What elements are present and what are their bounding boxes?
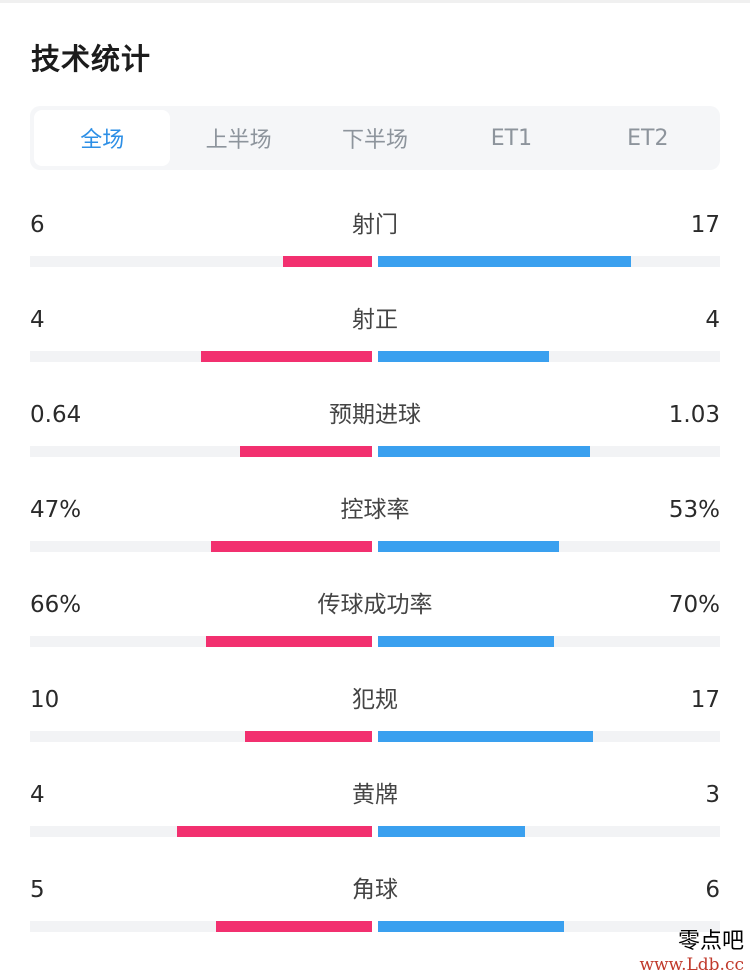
away-value: 70%	[668, 592, 720, 618]
stat-row: 10 犯规 17	[30, 675, 720, 770]
home-value: 10	[30, 687, 60, 713]
away-bar	[378, 921, 565, 932]
stat-row: 47% 控球率 53%	[30, 485, 720, 580]
stat-label: 射正	[352, 307, 398, 333]
away-bar-track	[378, 636, 720, 647]
away-bar-track	[378, 256, 720, 267]
home-value: 66%	[30, 592, 82, 618]
period-tabs: 全场 上半场 下半场 ET1 ET2	[30, 106, 720, 170]
watermark-url: www.Ldb.cc	[639, 955, 744, 975]
stats-list: 6 射门 17 4 射正 4 0.64 预期进球 1.03 47% 控球率 53% 66% 传球成功率 70…	[30, 200, 720, 960]
stat-row: 4 射正 4	[30, 295, 720, 390]
stat-label: 黄牌	[352, 782, 398, 808]
away-value: 1.03	[668, 402, 720, 428]
home-bar	[201, 351, 372, 362]
stat-row: 0.64 预期进球 1.03	[30, 390, 720, 485]
watermark: 零点吧 www.Ldb.cc	[639, 929, 744, 975]
away-value: 53%	[668, 497, 720, 523]
tab-et1[interactable]: ET1	[490, 125, 533, 151]
stat-row: 5 角球 6	[30, 865, 720, 960]
away-bar	[378, 446, 591, 457]
home-bar	[240, 446, 372, 457]
stat-label: 预期进球	[329, 402, 421, 428]
away-value: 17	[690, 212, 720, 238]
home-bar	[245, 731, 372, 742]
stat-row: 4 黄牌 3	[30, 770, 720, 865]
stat-label: 犯规	[352, 687, 398, 713]
stat-row: 66% 传球成功率 70%	[30, 580, 720, 675]
stat-label: 射门	[352, 212, 398, 238]
away-value: 4	[705, 307, 720, 333]
away-bar	[378, 826, 526, 837]
away-bar-track	[378, 351, 720, 362]
home-bar	[211, 541, 372, 552]
watermark-name: 零点吧	[677, 929, 744, 954]
home-value: 5	[30, 877, 45, 903]
home-bar-track	[30, 351, 372, 362]
tab-et2[interactable]: ET2	[627, 125, 669, 151]
home-value: 4	[30, 782, 45, 808]
stat-label: 角球	[352, 877, 398, 903]
home-bar-track	[30, 921, 372, 932]
stat-label: 控球率	[340, 497, 410, 523]
away-bar-track	[378, 731, 720, 742]
home-bar-track	[30, 256, 372, 267]
stat-label: 传球成功率	[317, 592, 433, 618]
away-value: 6	[705, 877, 720, 903]
home-value: 4	[30, 307, 45, 333]
home-bar-track	[30, 541, 372, 552]
home-bar	[177, 826, 372, 837]
home-bar	[283, 256, 372, 267]
home-bar-track	[30, 446, 372, 457]
away-bar	[378, 351, 549, 362]
away-value: 3	[705, 782, 720, 808]
away-bar-track	[378, 921, 720, 932]
away-bar	[378, 256, 632, 267]
away-bar-track	[378, 446, 720, 457]
home-bar-track	[30, 826, 372, 837]
tab-full-match[interactable]: 全场	[34, 110, 171, 166]
home-value: 0.64	[30, 402, 82, 428]
away-bar-track	[378, 541, 720, 552]
home-bar-track	[30, 731, 372, 742]
away-bar	[378, 541, 560, 552]
away-bar	[378, 636, 555, 647]
home-bar-track	[30, 636, 372, 647]
page-title: 技术统计	[31, 42, 152, 76]
top-divider	[0, 0, 750, 3]
home-bar	[216, 921, 372, 932]
stat-row: 6 射门 17	[30, 200, 720, 295]
away-bar-track	[378, 826, 720, 837]
home-value: 6	[30, 212, 45, 238]
home-value: 47%	[30, 497, 82, 523]
tab-first-half[interactable]: 上半场	[205, 128, 272, 153]
away-bar	[378, 731, 594, 742]
tab-second-half[interactable]: 下半场	[342, 128, 409, 153]
away-value: 17	[690, 687, 720, 713]
home-bar	[206, 636, 372, 647]
